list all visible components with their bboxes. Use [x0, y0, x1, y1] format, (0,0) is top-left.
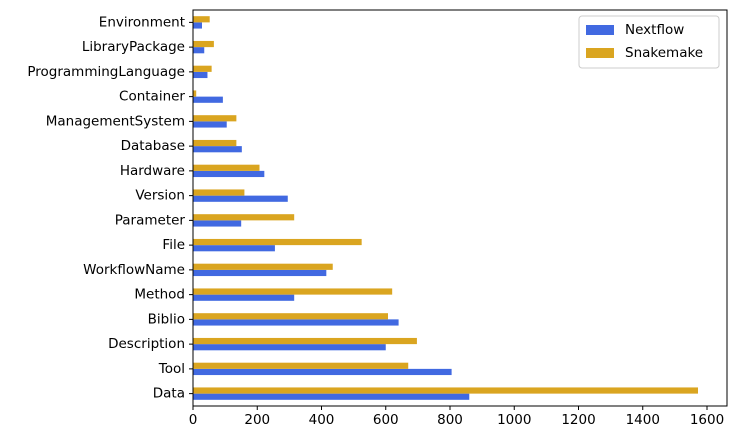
- bar-snakemake: [193, 40, 214, 48]
- bar-nextflow: [193, 294, 295, 301]
- y-tick-label: Container: [119, 89, 185, 105]
- bar-nextflow: [193, 22, 202, 29]
- y-tick-label: Environment: [99, 14, 185, 30]
- bars-group: [193, 16, 699, 400]
- bar-snakemake: [193, 238, 362, 246]
- bar-snakemake: [193, 16, 210, 23]
- y-tick-label: Method: [134, 287, 185, 303]
- bar-nextflow: [193, 344, 386, 351]
- x-tick-label: 200: [244, 412, 270, 428]
- bar-snakemake: [193, 189, 245, 196]
- x-tick-label: 1200: [561, 412, 595, 428]
- bar-nextflow: [193, 71, 208, 79]
- y-tick-label: Biblio: [148, 311, 185, 327]
- x-tick-label: 800: [437, 412, 463, 428]
- bar-nextflow: [193, 146, 242, 153]
- y-tick-label: LibraryPackage: [82, 39, 185, 55]
- bar-nextflow: [193, 121, 227, 128]
- bar-snakemake: [193, 164, 260, 171]
- y-tick-label: File: [162, 237, 185, 253]
- y-tick-label: Tool: [158, 361, 185, 377]
- bar-snakemake: [193, 65, 212, 72]
- x-axis: 0 200 400 600 800 1000 1200 1400 1600: [189, 406, 724, 428]
- y-tick-label: Database: [121, 138, 185, 154]
- y-tick-label: Version: [135, 188, 185, 204]
- bar-nextflow: [193, 195, 288, 202]
- x-tick-label: 1000: [497, 412, 531, 428]
- bar-nextflow: [193, 170, 265, 178]
- bar-snakemake: [193, 362, 409, 369]
- legend: Nextflow Snakemake: [578, 15, 720, 69]
- x-tick-label: 1400: [626, 412, 660, 428]
- bar-nextflow: [193, 220, 242, 227]
- x-tick-label: 400: [309, 412, 335, 428]
- bar-nextflow: [193, 319, 399, 326]
- y-tick-label: Hardware: [120, 163, 185, 179]
- y-tick-label: WorkflowName: [83, 262, 185, 278]
- y-tick-label: Description: [108, 336, 185, 352]
- bar-nextflow: [193, 393, 470, 400]
- bar-nextflow: [193, 47, 205, 54]
- bar-snakemake: [193, 313, 388, 320]
- y-tick-label: ProgrammingLanguage: [27, 64, 185, 80]
- bar-nextflow: [193, 245, 275, 252]
- bar-snakemake: [193, 214, 295, 221]
- y-tick-label: Data: [153, 386, 185, 402]
- bar-snakemake: [193, 288, 393, 295]
- plot-frame: [192, 9, 728, 407]
- bar-snakemake: [193, 90, 197, 97]
- bar-snakemake: [193, 115, 237, 122]
- bar-snakemake: [193, 263, 333, 270]
- bar-nextflow: [193, 96, 223, 103]
- y-axis: Data Tool Description Biblio Method WorkflowN…: [27, 14, 193, 402]
- legend-swatch: [586, 25, 614, 35]
- bar-snakemake: [193, 139, 237, 147]
- x-tick-label: 600: [373, 412, 399, 428]
- bar-nextflow: [193, 269, 327, 277]
- x-tick-label: 0: [189, 412, 198, 428]
- legend-swatch: [586, 48, 614, 58]
- legend-label: Snakemake: [625, 45, 703, 61]
- bar-nextflow: [193, 368, 452, 376]
- bar-snakemake: [193, 387, 699, 394]
- legend-label: Nextflow: [625, 22, 684, 38]
- y-tick-label: ManagementSystem: [46, 113, 185, 129]
- x-tick-label: 1600: [690, 412, 724, 428]
- y-tick-label: Parameter: [115, 212, 186, 228]
- bar-snakemake: [193, 337, 417, 345]
